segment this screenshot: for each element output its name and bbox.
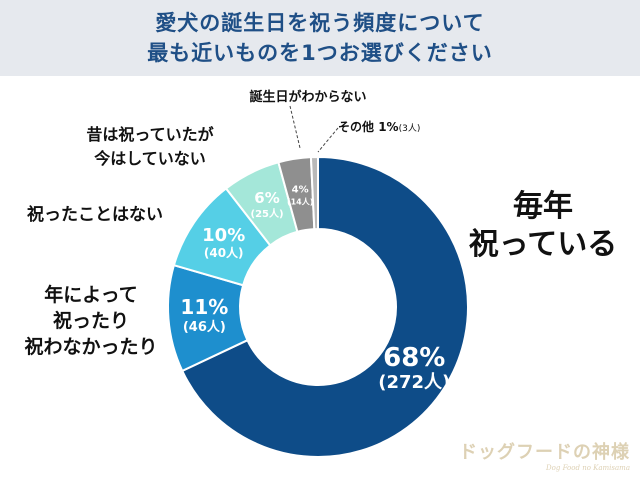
slice-never-percent: 10% bbox=[202, 225, 245, 246]
watermark-subtitle: Dog Food no Kamisama bbox=[546, 464, 630, 472]
label-annual: 毎年 祝っている bbox=[468, 188, 618, 264]
slice-sometimes-percent: 11% bbox=[180, 295, 228, 319]
slice-annual bbox=[180, 155, 469, 458]
slice-other bbox=[309, 155, 319, 231]
slice-used-to-percent: 6% bbox=[254, 189, 279, 207]
slice-used-to-count: (25人) bbox=[251, 207, 284, 220]
label-never: 祝ったことはない bbox=[27, 205, 163, 225]
label-sometimes-line3: 祝わなかったり bbox=[24, 336, 158, 358]
label-used-to-line1: 昔は祝っていたが bbox=[86, 125, 214, 144]
label-other-count: (3人) bbox=[398, 124, 421, 134]
leader-other bbox=[317, 127, 339, 153]
label-annual-line1: 毎年 bbox=[513, 189, 573, 224]
label-sometimes-line2: 祝ったり bbox=[52, 310, 129, 332]
label-other: その他 1%(3人) bbox=[338, 118, 448, 135]
watermark-title: ドッグフードの神様 bbox=[459, 442, 630, 463]
slice-unknown-count: (14人) bbox=[287, 196, 313, 206]
title-line-1: 愛犬の誕生日を祝う頻度について bbox=[155, 11, 485, 35]
leader-unknown bbox=[289, 105, 301, 149]
slice-annual-count: (272人) bbox=[378, 372, 450, 393]
label-sometimes-line1: 年によって bbox=[44, 284, 138, 306]
label-other-percent: 1% bbox=[374, 120, 399, 134]
label-sometimes: 年によって 祝ったり 祝わなかったり bbox=[6, 282, 176, 360]
slice-sometimes-count: (46人) bbox=[183, 319, 226, 335]
slice-never-count: (40人) bbox=[204, 245, 244, 260]
label-annual-line2: 祝っている bbox=[468, 227, 618, 262]
label-used-to-line2: 今はしていない bbox=[94, 149, 206, 168]
chart-title: 愛犬の誕生日を祝う頻度について 最も近いものを1つお選びください bbox=[0, 0, 640, 76]
label-used-to: 昔は祝っていたが 今はしていない bbox=[70, 123, 230, 171]
slice-annual-percent: 68% bbox=[383, 343, 445, 373]
label-other-name: その他 bbox=[338, 120, 375, 134]
slice-unknown-percent: 4% bbox=[292, 184, 309, 195]
label-unknown: 誕生日がわからない bbox=[249, 90, 367, 105]
brand-watermark: ドッグフードの神様 Dog Food no Kamisama bbox=[459, 438, 630, 472]
title-line-2: 最も近いものを1つお選びください bbox=[147, 41, 493, 65]
